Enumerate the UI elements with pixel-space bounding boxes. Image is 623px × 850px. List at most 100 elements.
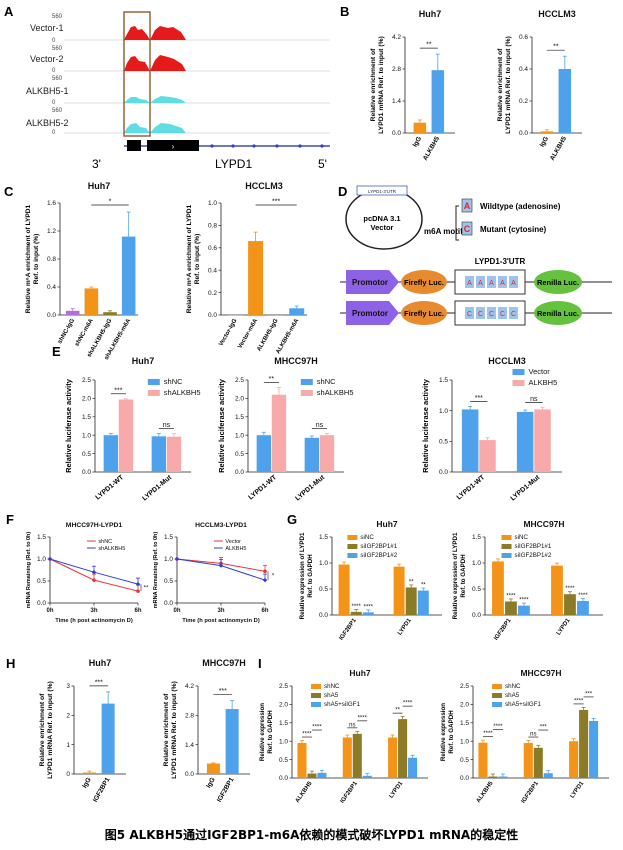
- bar: [398, 719, 408, 778]
- y-tick-label: 0.5: [37, 578, 46, 585]
- legend-label: shALKBH5: [317, 388, 354, 397]
- bar: [362, 775, 372, 778]
- y-tick-label: 1.0: [319, 560, 328, 567]
- y-axis-label: Relative luciferase activity: [217, 378, 226, 473]
- y-axis-label: Relative expression: [440, 703, 447, 761]
- y-tick-label: 0.6: [519, 34, 528, 41]
- x-tick-label: IgG: [81, 777, 92, 790]
- bar: [534, 409, 551, 472]
- legend-label: shNC: [505, 683, 521, 690]
- red-peak: [124, 55, 186, 71]
- bar: [342, 737, 352, 778]
- utr-label: LYPD1-3'UTR: [475, 257, 526, 266]
- plasmid-vector: Vector: [371, 223, 394, 232]
- legend-swatch: [347, 535, 358, 540]
- bar: [516, 411, 534, 472]
- legend-swatch: [492, 702, 503, 707]
- y-tick-label: 1.0: [235, 432, 244, 439]
- y-tick-label: 1.5: [235, 414, 244, 421]
- y-tick-label: 2: [66, 713, 70, 720]
- renilla-shape: [534, 270, 582, 294]
- bar: [413, 122, 427, 133]
- x-tick-label: ALKBH5: [476, 780, 495, 804]
- y-tick-label: 0.0: [37, 600, 46, 607]
- legend-label: siIGF2BP1#2: [360, 552, 397, 559]
- chart-title: Huh7: [349, 668, 371, 678]
- bar: [317, 772, 327, 778]
- bar: [589, 720, 599, 778]
- gene-name-label: LYPD1: [215, 157, 252, 171]
- y-tick-label: 0.0: [279, 775, 288, 782]
- y-tick-label: 1.5: [472, 534, 481, 541]
- bar: [479, 440, 496, 472]
- adenosine-box: [461, 198, 473, 213]
- chart-title: HCCLM3: [245, 181, 283, 191]
- track-vector-1: 560 0 Vector-1: [30, 14, 330, 44]
- y-tick-label: 1.0: [460, 738, 469, 745]
- sig-label: ****: [565, 586, 575, 592]
- bar: [319, 435, 335, 472]
- y-tick-label: 2.0: [82, 396, 91, 403]
- chart-title: Huh7: [132, 356, 155, 366]
- bar: [297, 743, 307, 778]
- y-axis-label: LYPD1 mRNA Ref. to input (%): [171, 681, 178, 779]
- bar: [101, 703, 115, 774]
- chart: Huh7 0.0 0.5 1.0 1.5 2.0 2.5 Relative expressio…: [259, 668, 428, 805]
- chart-title: Huh7: [89, 658, 112, 668]
- bar: [84, 288, 99, 315]
- y-axis-label: Relative enrichment of: [163, 693, 170, 767]
- bar: [271, 394, 287, 472]
- y-tick-label: 1.0: [164, 556, 173, 563]
- figure-caption: 图5 ALKBH5通过IGF2BP1-m6A依赖的模式破坏LYPD1 mRNA的…: [104, 828, 519, 842]
- legend-label: shNC: [324, 683, 340, 690]
- legend-label: ALKBH5: [225, 546, 246, 552]
- bar: [151, 436, 167, 472]
- motif-a-boxes: A A A A A: [465, 276, 518, 288]
- chart: Huh7 0.0 0.5 1.0 1.5 Relative expression of L…: [299, 519, 442, 642]
- panel-label-i: I: [258, 656, 262, 671]
- chart: MHCC97H 0.0 1.4 2.8 4.2 Relative enrichment o…: [163, 658, 250, 803]
- chart: HCCLM3-LYPD1 0.0 0.5 1.0 1.5 mRNA Remaining (…: [153, 522, 275, 624]
- mutant-label: Mutant (cytosine): [480, 225, 547, 234]
- y-tick-label: 2.5: [279, 683, 288, 690]
- bar: [543, 773, 553, 778]
- sig-label: ****: [483, 731, 493, 737]
- sig-label: ****: [506, 593, 516, 599]
- y-tick-label: 2.5: [460, 683, 469, 690]
- y-tick-label: 0.0: [82, 469, 91, 476]
- y-tick-label: 0.0: [519, 130, 528, 137]
- y-tick-label: 2.0: [235, 396, 244, 403]
- y-tick-label: 1.4: [185, 742, 194, 749]
- panel-d-schematic: D LYPD1-3'UTR pcDNA 3.1 Vector m6A motif…: [338, 184, 612, 326]
- motif-c: C: [464, 224, 471, 234]
- renilla-label: Renilla Luc.: [537, 309, 579, 318]
- bar: [304, 437, 320, 472]
- sig-label: *: [272, 574, 275, 580]
- bar: [206, 763, 220, 774]
- motif-letter: A: [467, 280, 472, 287]
- bar: [431, 70, 445, 133]
- y-tick-label: 1.0: [472, 560, 481, 567]
- y-axis-label: Ref. to GAPDH: [460, 554, 467, 598]
- track-zero: 0: [52, 100, 56, 106]
- sig-label: *: [109, 199, 112, 206]
- y-axis-label: Relative m⁶A enrichment of LYPD1: [25, 204, 32, 313]
- sig-label: ****: [302, 732, 312, 738]
- legend-swatch: [311, 702, 322, 707]
- motif-letter: A: [511, 280, 516, 287]
- sig-label: ns: [316, 422, 324, 429]
- legend-swatch: [501, 544, 512, 549]
- plasmid-name: pcDNA 3.1: [363, 214, 400, 223]
- track-vector-2: 560 0 Vector-2: [30, 46, 330, 74]
- chart-title: MHCC97H: [520, 668, 561, 678]
- legend-label: siIGF2BP1#1: [360, 543, 397, 550]
- y-tick-label: 2.0: [460, 702, 469, 709]
- chart-title: Huh7: [88, 181, 111, 191]
- motif-a: A: [464, 201, 471, 211]
- construct-wt: Promotor Firefly Luc. A A A A A Renilla …: [340, 269, 612, 295]
- bar: [558, 69, 572, 133]
- y-tick-label: 0.0: [208, 312, 217, 319]
- y-tick-label: 2.5: [82, 377, 91, 384]
- y-tick-label: 0.5: [279, 757, 288, 764]
- track-zero: 0: [52, 130, 56, 136]
